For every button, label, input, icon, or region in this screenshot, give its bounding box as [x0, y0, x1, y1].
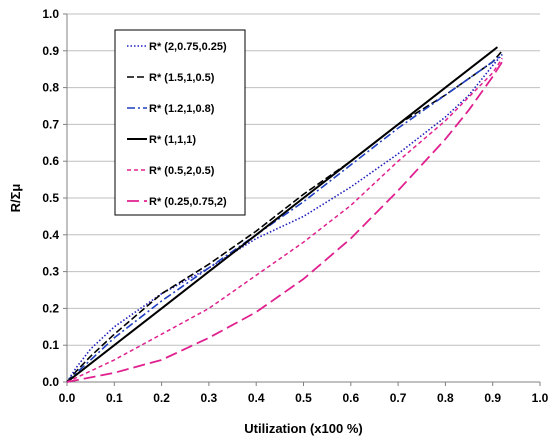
- y-tick-label: 1.0: [42, 7, 59, 21]
- series-line-6: [66, 61, 503, 383]
- y-tick-label: 0.1: [42, 338, 59, 352]
- y-tick-label: 0.7: [42, 117, 59, 131]
- x-axis-title: Utilization (x100 %): [244, 421, 362, 436]
- x-tick-label: 0.5: [295, 391, 312, 405]
- x-tick-label: 0.4: [248, 391, 265, 405]
- x-tick-label: 1.0: [532, 391, 549, 405]
- x-tick-label: 0.0: [59, 391, 76, 405]
- legend-label: R* (0.5,2,0.5): [149, 165, 215, 177]
- x-tick-label: 0.8: [437, 391, 454, 405]
- x-tick-label: 0.2: [153, 391, 170, 405]
- legend-label: R* (1,1,1): [149, 134, 196, 146]
- series-line-4: [66, 46, 499, 383]
- x-tick-label: 0.6: [342, 391, 359, 405]
- y-tick-label: 0.0: [42, 375, 59, 389]
- series-line-1: [66, 53, 503, 383]
- y-tick-label: 0.5: [42, 191, 59, 205]
- axis-titles: Utilization (x100 %) R/Σμ: [8, 184, 363, 436]
- legend-label: R* (1.5,1,0.5): [149, 72, 215, 84]
- y-tick-label: 0.2: [42, 301, 59, 315]
- x-tick-label: 0.9: [484, 391, 501, 405]
- y-tick-label: 0.9: [42, 44, 59, 58]
- x-tick-label: 0.1: [106, 391, 123, 405]
- y-tick-label: 0.6: [42, 154, 59, 168]
- tick-labels: 0.0 0.1 0.2 0.3 0.4 0.5 0.6 0.7 0.8 0.9 1.0 0.0 0.1 0…: [42, 7, 548, 405]
- series-lines: [66, 46, 503, 383]
- y-tick-label: 0.4: [42, 228, 59, 242]
- y-tick-label: 0.8: [42, 81, 59, 95]
- series-line-5: [66, 57, 503, 383]
- x-tick-label: 0.3: [201, 391, 218, 405]
- legend: R* (2,0.75,0.25) R* (1.5,1,0.5) R* (1.2,1,…: [114, 29, 246, 216]
- legend-label: R* (1.2,1,0.8): [149, 103, 215, 115]
- y-axis-title: R/Σμ: [8, 184, 23, 213]
- legend-label: R* (2,0.75,0.25): [149, 41, 227, 53]
- x-tick-label: 0.7: [390, 391, 407, 405]
- y-tick-label: 0.3: [42, 265, 59, 279]
- axes: [63, 13, 541, 386]
- legend-box: [114, 29, 246, 216]
- legend-label: R* (0.25,0.75,2): [149, 196, 227, 208]
